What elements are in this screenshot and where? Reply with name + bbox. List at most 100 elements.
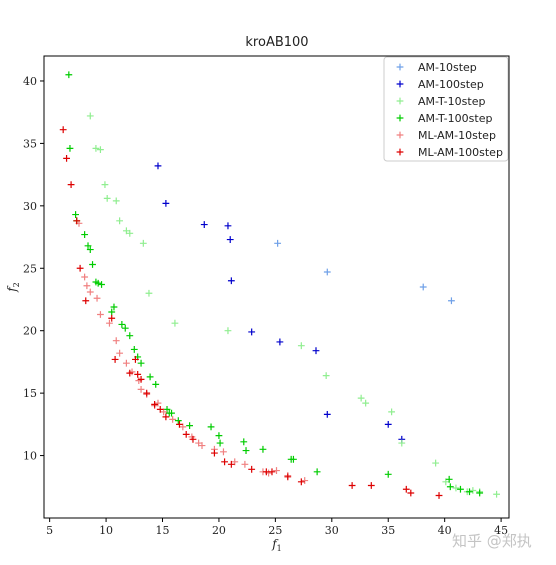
data-point — [176, 420, 183, 428]
data-point — [81, 231, 89, 238]
data-point — [63, 154, 70, 162]
data-point — [171, 319, 179, 327]
data-point — [216, 439, 224, 447]
data-point — [357, 394, 365, 402]
data-point — [67, 181, 75, 189]
data-point — [182, 430, 190, 438]
data-point — [97, 311, 104, 318]
data-point — [108, 308, 116, 316]
legend-item: ML-AM-100step — [396, 146, 503, 159]
data-point — [227, 460, 235, 468]
legend-label: AM-T-10step — [418, 95, 485, 108]
series-ml-am-100step — [59, 126, 443, 499]
x-tick-label: 30 — [325, 524, 339, 537]
data-point — [407, 489, 415, 497]
data-point — [92, 145, 100, 152]
data-point — [86, 246, 94, 253]
data-point — [65, 71, 73, 79]
data-point — [162, 199, 170, 207]
data-point — [82, 297, 90, 305]
data-point — [174, 417, 182, 425]
legend-marker — [396, 97, 404, 105]
data-point — [226, 236, 234, 243]
legend-marker — [396, 148, 404, 156]
data-point — [432, 459, 440, 467]
data-point — [312, 347, 320, 355]
data-point — [367, 482, 375, 489]
x-tick-label: 45 — [494, 524, 508, 537]
data-point — [94, 279, 102, 287]
legend-label: AM-100step — [418, 78, 484, 91]
data-point — [419, 283, 427, 291]
data-point — [84, 242, 92, 250]
data-point — [348, 482, 356, 489]
legend-marker — [396, 131, 404, 139]
y-tick-label: 35 — [23, 137, 37, 150]
data-point — [227, 277, 235, 285]
data-point — [110, 303, 118, 311]
data-point — [276, 338, 284, 346]
data-point — [106, 319, 113, 327]
data-point — [130, 346, 138, 353]
data-point — [297, 478, 305, 486]
data-point — [466, 488, 473, 496]
data-point — [168, 409, 175, 417]
y-tick-label: 25 — [23, 262, 37, 275]
y-tick-label: 20 — [23, 325, 37, 338]
data-point — [93, 294, 101, 302]
series-am-t-10step — [86, 112, 500, 498]
data-point — [118, 321, 126, 328]
data-point — [116, 349, 124, 357]
data-point — [137, 385, 145, 393]
x-tick-label: 40 — [438, 524, 452, 537]
data-point — [76, 264, 84, 272]
data-point — [445, 475, 453, 483]
data-point — [152, 380, 160, 388]
data-point — [469, 487, 477, 494]
data-point — [452, 484, 460, 492]
series-am-100step — [154, 162, 406, 443]
x-tick-label: 20 — [212, 524, 226, 537]
data-point — [73, 217, 81, 225]
data-point — [137, 359, 145, 367]
y-tick-label: 15 — [23, 387, 37, 400]
series-am-t-100step — [65, 71, 484, 497]
y-axis-label: f2 — [5, 282, 21, 293]
data-point — [126, 229, 134, 237]
y-axis-label-subscript: 2 — [12, 282, 21, 287]
y-tick-label: 10 — [23, 450, 37, 463]
legend-marker — [396, 114, 404, 122]
data-point — [126, 369, 134, 377]
data-point — [362, 399, 370, 407]
data-point — [156, 405, 164, 413]
data-point — [122, 359, 130, 367]
data-point — [86, 288, 94, 296]
data-point — [402, 485, 410, 493]
data-point — [126, 332, 134, 340]
y-tick-label: 30 — [23, 200, 37, 213]
legend-item: AM-T-10step — [396, 95, 485, 108]
legend-label: AM-T-100step — [418, 112, 492, 125]
legend-item: AM-10step — [396, 61, 477, 74]
data-point — [211, 449, 218, 457]
data-point — [189, 435, 197, 443]
data-point — [248, 328, 256, 336]
data-point — [273, 467, 280, 474]
legend-box — [383, 56, 509, 162]
data-point — [457, 485, 464, 493]
x-axis-label-subscript: 1 — [277, 544, 282, 553]
data-point — [134, 371, 142, 378]
data-point — [297, 342, 305, 350]
x-tick-label: 25 — [268, 524, 282, 537]
data-point — [242, 447, 250, 454]
legend-marker — [396, 80, 404, 88]
legend-label: ML-AM-10step — [418, 129, 496, 142]
data-point — [384, 470, 392, 478]
data-point — [146, 373, 154, 381]
data-point — [162, 413, 170, 421]
legend-item: AM-100step — [396, 78, 484, 91]
data-point — [132, 356, 139, 363]
data-point — [313, 468, 321, 476]
data-point — [248, 465, 256, 473]
y-axis-ticks: 10 15 20 25 30 35 40 — [23, 75, 44, 463]
